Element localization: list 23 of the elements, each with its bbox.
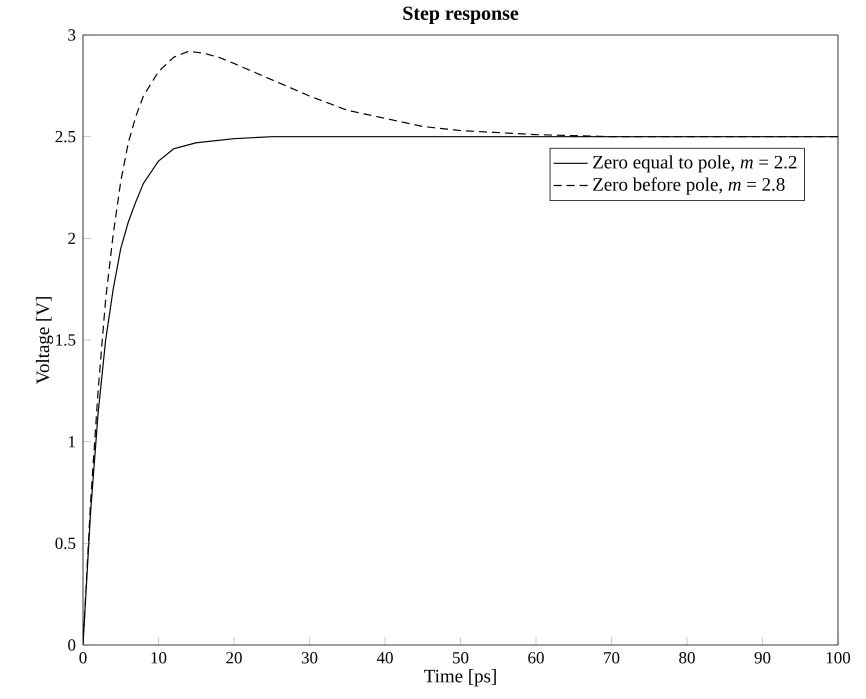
x-tick-label: 90 — [754, 652, 770, 664]
x-tick-label: 20 — [226, 652, 242, 664]
y-tick-label: 0 — [68, 639, 76, 651]
y-tick-label: 3 — [68, 29, 76, 41]
y-tick-label: 1 — [68, 436, 75, 448]
x-tick-label: 50 — [453, 652, 468, 664]
y-tick-label: 0.5 — [55, 538, 76, 550]
x-tick-label: 30 — [302, 652, 318, 664]
x-tick-label: 80 — [679, 652, 695, 664]
x-tick-label: 70 — [604, 652, 620, 664]
x-axis-title: Time [ps] — [424, 669, 496, 686]
chart-title: Step response — [403, 6, 518, 24]
x-tick-label: 10 — [152, 652, 166, 664]
legend-label: Zero before pole, m = 2.8 — [593, 177, 785, 195]
x-tick-label: 0 — [79, 652, 87, 664]
y-tick-label: 2.5 — [56, 130, 76, 142]
y-axis-title: Voltage [V] — [36, 297, 54, 384]
y-tick-label: 2 — [68, 232, 76, 244]
x-tick-label: 60 — [528, 652, 544, 664]
x-tick-label: 100 — [826, 652, 850, 664]
y-tick-label: 1.5 — [56, 334, 76, 346]
x-tick-label: 40 — [376, 652, 393, 664]
legend-label: Zero equal to pole, m = 2.2 — [593, 155, 796, 172]
